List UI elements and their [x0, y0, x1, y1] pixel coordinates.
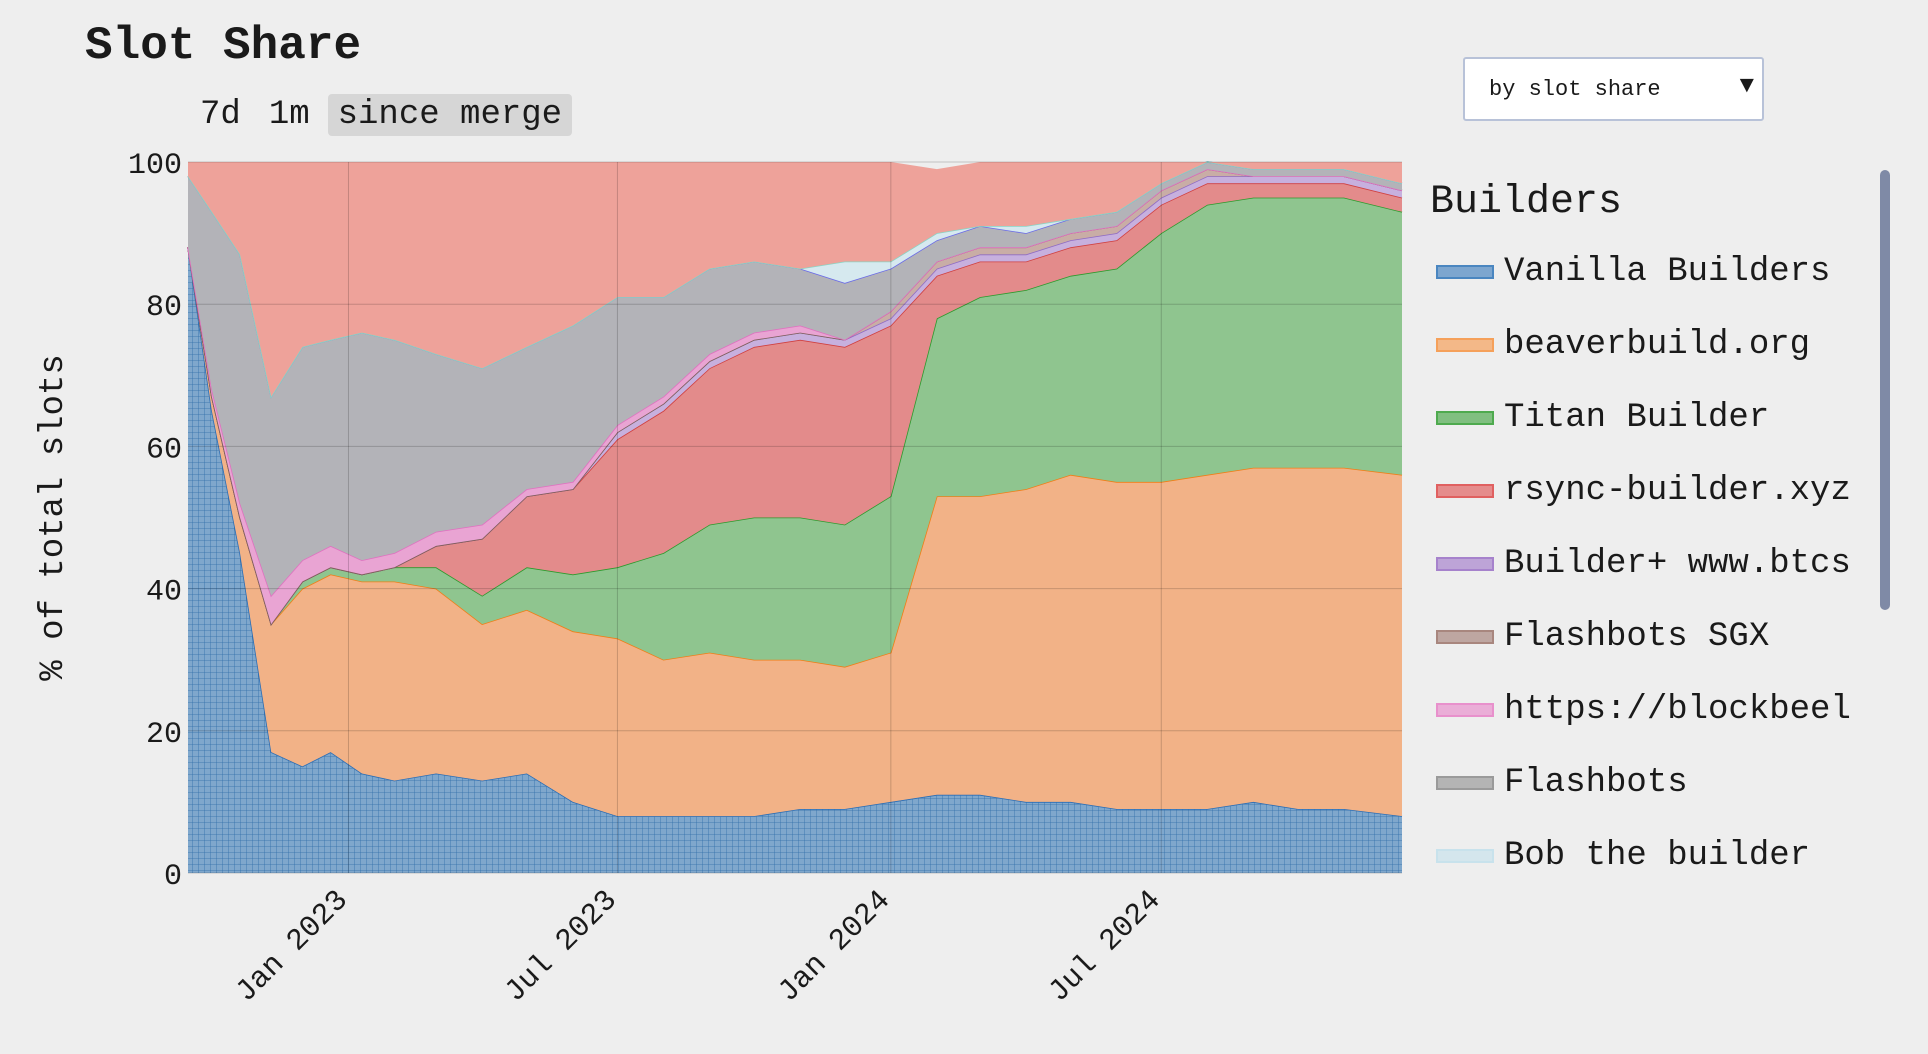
- y-tick-label: 0: [164, 860, 182, 894]
- y-tick-label: 80: [146, 291, 182, 325]
- legend-item[interactable]: Flashbots SGX: [1430, 600, 1890, 673]
- y-tick-label: 40: [146, 576, 182, 610]
- legend-swatch: [1436, 483, 1494, 498]
- legend-label: Vanilla Builders: [1504, 252, 1831, 291]
- sort-select[interactable]: by slot share ▼: [1463, 57, 1764, 121]
- legend-label: Titan Builder: [1504, 398, 1770, 437]
- legend-scrollbar[interactable]: [1880, 170, 1890, 610]
- area-flashbots: [188, 162, 1402, 596]
- x-tick-label: Jul 2024: [1042, 884, 1168, 1010]
- legend: Builders Vanilla Builders beaverbuild.org…: [1430, 180, 1890, 880]
- legend-swatch: [1436, 629, 1494, 644]
- legend-swatch: [1436, 556, 1494, 571]
- y-tick-label: 100: [128, 149, 182, 183]
- legend-label: Bob the builder: [1504, 836, 1811, 875]
- legend-swatch: [1436, 337, 1494, 352]
- legend-item[interactable]: Titan Builder: [1430, 381, 1890, 454]
- sort-select-value: by slot share: [1489, 76, 1661, 102]
- legend-item[interactable]: rsync-builder.xyz: [1430, 454, 1890, 527]
- x-tick-label: Jan 2023: [230, 884, 356, 1010]
- area-other: [188, 162, 1402, 397]
- area-rsync-builder-xyz: [188, 183, 1402, 625]
- legend-label: https://blockbeel: [1504, 690, 1851, 729]
- legend-swatch: [1436, 848, 1494, 863]
- legend-swatch: [1436, 702, 1494, 717]
- legend-swatch: [1436, 775, 1494, 790]
- legend-label: rsync-builder.xyz: [1504, 471, 1851, 510]
- y-tick-label: 60: [146, 433, 182, 467]
- area-vanilla-builders: [188, 247, 1402, 874]
- area-titan-builder: [188, 197, 1402, 667]
- x-tick-label: Jan 2024: [772, 884, 898, 1010]
- legend-item[interactable]: Vanilla Builders: [1430, 235, 1890, 308]
- page-title: Slot Share: [85, 20, 362, 72]
- legend-title: Builders: [1430, 180, 1623, 225]
- legend-swatch: [1436, 264, 1494, 279]
- range-7d-button[interactable]: 7d: [200, 96, 241, 134]
- area-beaverbuild-org: [188, 247, 1402, 817]
- legend-item[interactable]: Bob the builder: [1430, 819, 1890, 880]
- dropdown-arrow-icon: ▼: [1739, 73, 1754, 100]
- legend-label: Flashbots: [1504, 763, 1688, 802]
- range-selector: 7d 1m since merge: [190, 94, 573, 136]
- y-axis-label: % of total slots: [35, 354, 73, 680]
- legend-item[interactable]: beaverbuild.org: [1430, 308, 1890, 381]
- legend-swatch: [1436, 410, 1494, 425]
- y-tick-label: 20: [146, 718, 182, 752]
- legend-item[interactable]: Flashbots: [1430, 746, 1890, 819]
- legend-label: Builder+ www.btcs: [1504, 544, 1851, 583]
- x-tick-label: Jul 2023: [499, 884, 625, 1010]
- legend-item[interactable]: Builder+ www.btcs: [1430, 527, 1890, 600]
- legend-item[interactable]: https://blockbeel: [1430, 673, 1890, 746]
- range-since-merge-button[interactable]: since merge: [327, 94, 573, 136]
- range-1m-button[interactable]: 1m: [268, 96, 310, 134]
- legend-label: beaverbuild.org: [1504, 325, 1811, 364]
- legend-label: Flashbots SGX: [1504, 617, 1770, 656]
